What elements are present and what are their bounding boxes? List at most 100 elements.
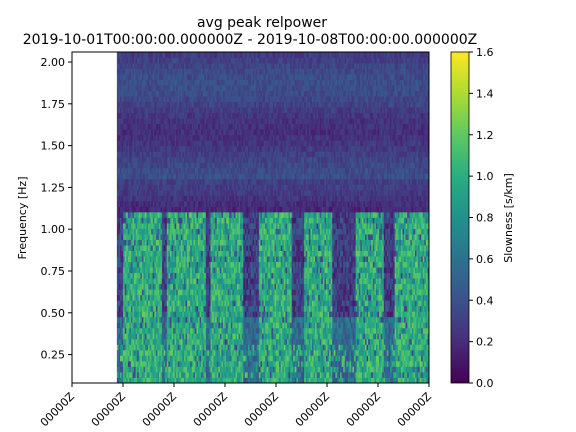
heatmap-cell (180, 278, 183, 285)
heatmap-cell (204, 338, 207, 345)
heatmap-cell (124, 289, 127, 296)
heatmap-cell (166, 355, 169, 362)
heatmap-cell (160, 140, 163, 147)
heatmap-cell (188, 278, 191, 285)
heatmap-cell (193, 322, 196, 329)
heatmap-cell (173, 245, 176, 251)
heatmap-cell (141, 129, 144, 136)
heatmap-cell (199, 167, 202, 174)
heatmap-cell (159, 349, 161, 356)
heatmap-cell (174, 245, 177, 251)
heatmap-cell (157, 118, 160, 125)
heatmap-cell (215, 178, 218, 185)
heatmap-cell (130, 267, 133, 274)
heatmap-cell (210, 195, 213, 202)
heatmap-cell (157, 145, 160, 152)
heatmap-cell (207, 96, 210, 103)
heatmap-cell (166, 256, 169, 263)
heatmap-cell (143, 377, 146, 384)
heatmap-cell (226, 162, 229, 169)
heatmap-cell (121, 167, 124, 174)
heatmap-cell (204, 74, 207, 80)
heatmap-cell (218, 52, 221, 58)
heatmap-cell (129, 184, 132, 191)
heatmap-cell (213, 189, 216, 196)
heatmap-cell (118, 112, 121, 119)
heatmap-cell (208, 52, 211, 58)
heatmap-cell (154, 272, 157, 279)
heatmap-cell (218, 283, 221, 290)
heatmap-cell (202, 101, 205, 108)
heatmap-cell (176, 107, 179, 114)
heatmap-cell (219, 360, 222, 367)
heatmap-cell (134, 107, 137, 114)
heatmap-cell (199, 211, 202, 218)
heatmap-cell (191, 162, 194, 169)
heatmap-cell (201, 107, 204, 114)
heatmap-cell (179, 272, 182, 279)
heatmap-cell (154, 278, 157, 285)
heatmap-cell (219, 316, 222, 323)
heatmap-cell (204, 267, 207, 274)
heatmap-cell (126, 234, 129, 240)
heatmap-cell (134, 338, 137, 345)
heatmap-cell (126, 85, 129, 92)
heatmap-cell (182, 173, 185, 180)
heatmap-cell (229, 316, 232, 323)
heatmap-cell (144, 333, 147, 340)
heatmap-cell (137, 101, 140, 108)
heatmap-cell (212, 300, 215, 307)
heatmap-cell (180, 283, 183, 290)
heatmap-cell (212, 195, 215, 202)
heatmap-cell (183, 156, 186, 163)
heatmap-cell (205, 289, 208, 296)
heatmap-cell (124, 101, 127, 108)
heatmap-cell (188, 200, 191, 207)
heatmap-cell (173, 294, 176, 301)
heatmap-cell (152, 338, 155, 345)
heatmap-cell (121, 96, 124, 103)
heatmap-cell (173, 256, 176, 263)
heatmap-cell (123, 63, 126, 69)
heatmap-cell (187, 123, 190, 130)
heatmap-cell (223, 316, 225, 323)
heatmap-cell (166, 52, 169, 58)
heatmap-cell (137, 234, 140, 240)
heatmap-cell (219, 283, 222, 290)
heatmap-cell (177, 338, 180, 345)
heatmap-cell (137, 162, 140, 169)
heatmap-cell (146, 145, 149, 152)
heatmap-cell (152, 261, 155, 268)
heatmap-cell (149, 305, 152, 312)
heatmap-cell (191, 145, 194, 152)
heatmap-cell (120, 79, 122, 86)
heatmap-cell (126, 311, 129, 318)
heatmap-cell (179, 140, 182, 147)
heatmap-cell (210, 189, 213, 196)
heatmap-cell (194, 223, 197, 229)
heatmap-cell (174, 134, 177, 141)
heatmap-cell (151, 79, 154, 86)
heatmap-cell (160, 228, 163, 235)
heatmap-cell (137, 355, 140, 362)
heatmap-cell (219, 239, 222, 246)
heatmap-cell (216, 57, 219, 64)
heatmap-cell (202, 85, 205, 92)
heatmap-cell (174, 189, 177, 196)
heatmap-cell (191, 79, 194, 86)
heatmap-cell (216, 74, 219, 80)
heatmap-cell (224, 228, 227, 235)
heatmap-cell (198, 178, 200, 185)
heatmap-cell (174, 267, 177, 274)
heatmap-cell (146, 101, 149, 108)
heatmap-cell (168, 85, 171, 92)
heatmap-cell (219, 377, 222, 384)
heatmap-cell (201, 300, 204, 307)
heatmap-cell (134, 333, 137, 340)
heatmap-cell (187, 173, 190, 180)
heatmap-cell (177, 85, 180, 92)
heatmap-cell (154, 294, 157, 301)
heatmap-cell (187, 57, 190, 64)
heatmap-cell (116, 140, 119, 147)
heatmap-cell (213, 162, 216, 169)
